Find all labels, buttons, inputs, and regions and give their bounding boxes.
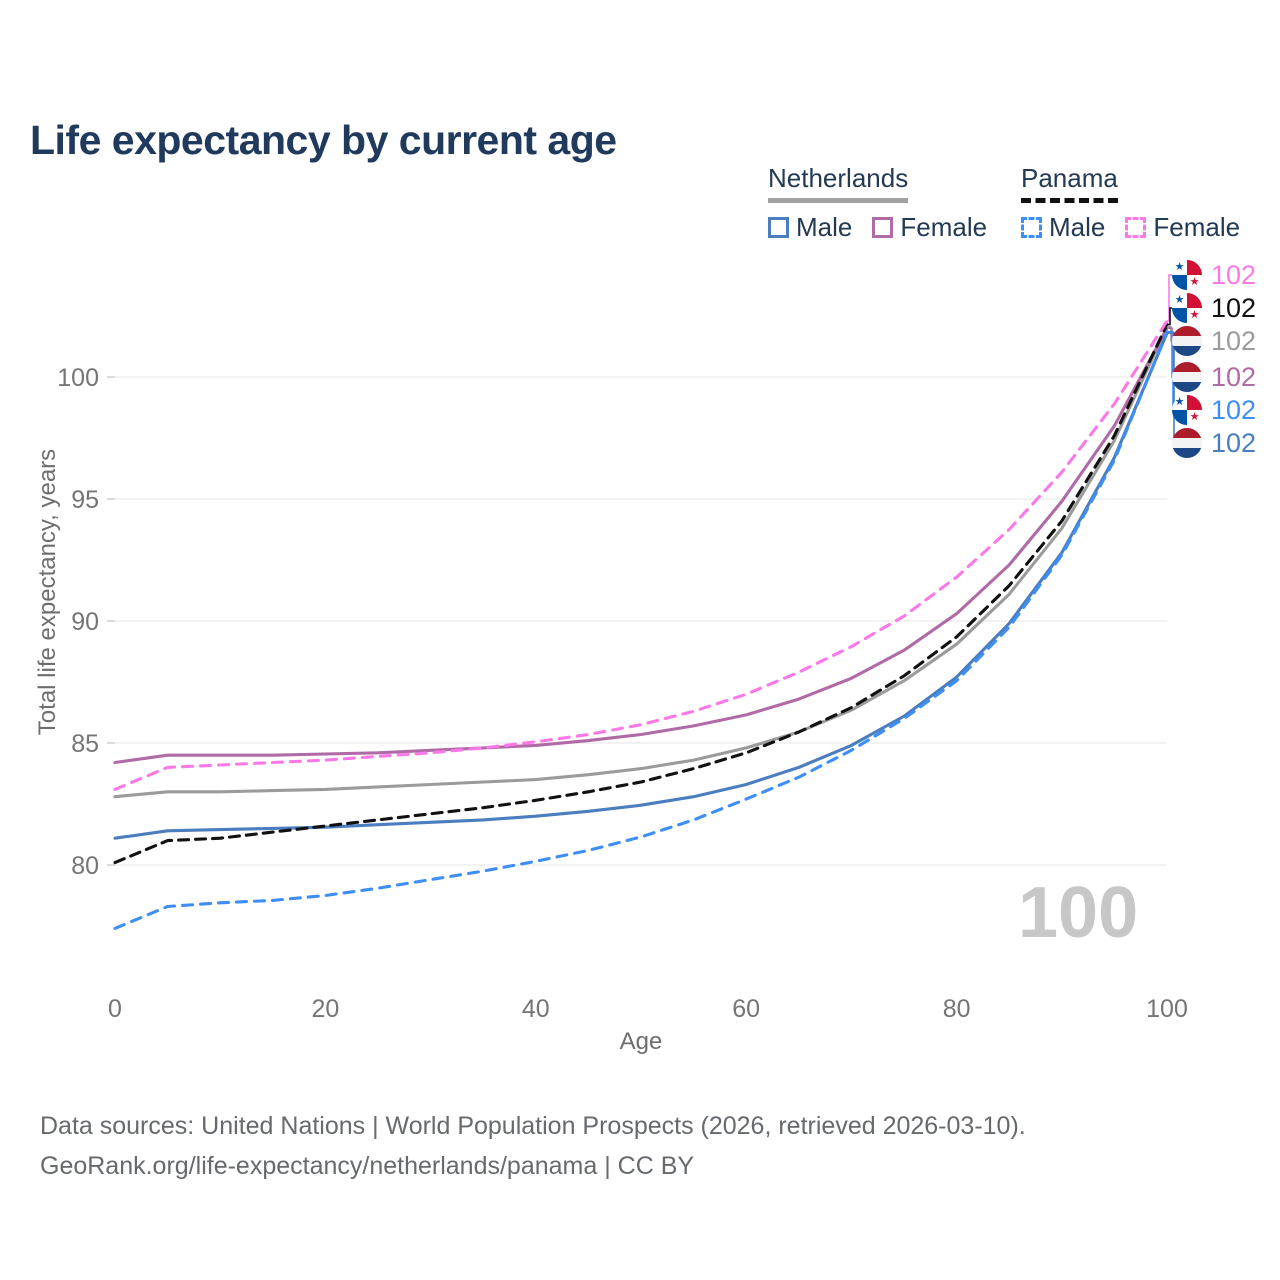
page-title: Life expectancy by current age [30,117,617,164]
footer: Data sources: United Nations | World Pop… [40,1106,1026,1186]
legend-item-panama-female[interactable]: Female [1125,212,1240,243]
dashed-blue-swatch-icon [1021,217,1042,238]
y-axis-title: Total life expectancy, years [34,448,61,736]
legend-group-label-panama[interactable]: Panama [1021,163,1118,203]
netherlands-flag-icon [1172,362,1202,392]
end-label-value: 102 [1211,292,1257,323]
end-label-value: 102 [1211,361,1257,392]
series-line-netherlands-male[interactable] [113,331,1169,840]
end-label-value: 102 [1211,259,1257,290]
x-tick-label: 80 [943,995,971,1023]
x-tick-label: 40 [522,995,550,1023]
footer-data-sources: Data sources: United Nations | World Pop… [40,1112,1026,1140]
end-label-value: 102 [1211,325,1257,356]
panama-flag-icon: ★ ★ [1172,293,1202,323]
end-label-netherlands-male: 102 [1172,427,1256,459]
legend-group-netherlands: Netherlands Male Female [768,163,987,243]
x-tick-label: 100 [1146,995,1188,1023]
netherlands-flag-icon [1172,428,1202,458]
legend-item-label: Female [900,212,988,242]
x-tick-label: 60 [732,995,760,1023]
end-label-panama-male: ★ ★ 102 [1172,394,1256,426]
legend-item-label: Male [1049,212,1106,242]
footer-attribution: GeoRank.org/life-expectancy/netherlands/… [40,1152,695,1180]
end-label-panama-female: ★ ★ 102 [1172,259,1256,291]
series-line-netherlands-female[interactable] [113,326,1169,765]
x-tick-label: 0 [108,995,122,1023]
series-line-panama-male[interactable] [113,330,1169,930]
y-tick-label: 95 [71,486,99,514]
end-label-panama-both: ★ ★ 102 [1172,292,1256,324]
age-watermark: 100 [1018,873,1139,953]
end-label-netherlands-female: 102 [1172,361,1256,393]
series-line-netherlands-both[interactable] [113,325,1169,799]
legend-item-netherlands-female[interactable]: Female [872,212,987,243]
end-label-netherlands-both: 102 [1172,325,1256,357]
legend-item-label: Female [1153,212,1241,242]
legend-item-label: Male [796,212,853,242]
series-line-panama-both[interactable] [113,322,1169,865]
legend-group-panama: Panama Male Female [1021,163,1240,243]
y-tick-label: 90 [71,608,99,636]
x-tick-label: 20 [311,995,339,1023]
series-line-panama-female[interactable] [113,319,1169,791]
legend-item-netherlands-male[interactable]: Male [768,212,852,243]
x-axis-title: Age [619,1028,663,1055]
solid-purple-swatch-icon [872,217,894,238]
y-tick-label: 85 [71,730,99,758]
legend-group-label-netherlands[interactable]: Netherlands [768,163,909,203]
panama-flag-icon: ★ ★ [1172,260,1202,290]
y-tick-label: 100 [57,364,99,392]
netherlands-flag-icon [1172,326,1202,356]
end-label-value: 102 [1211,427,1257,458]
solid-blue-swatch-icon [768,217,789,238]
legend-item-panama-male[interactable]: Male [1021,212,1105,243]
y-tick-label: 80 [71,852,99,880]
dashed-pink-swatch-icon [1125,217,1147,238]
panama-flag-icon: ★ ★ [1172,395,1202,425]
end-label-value: 102 [1211,394,1257,425]
